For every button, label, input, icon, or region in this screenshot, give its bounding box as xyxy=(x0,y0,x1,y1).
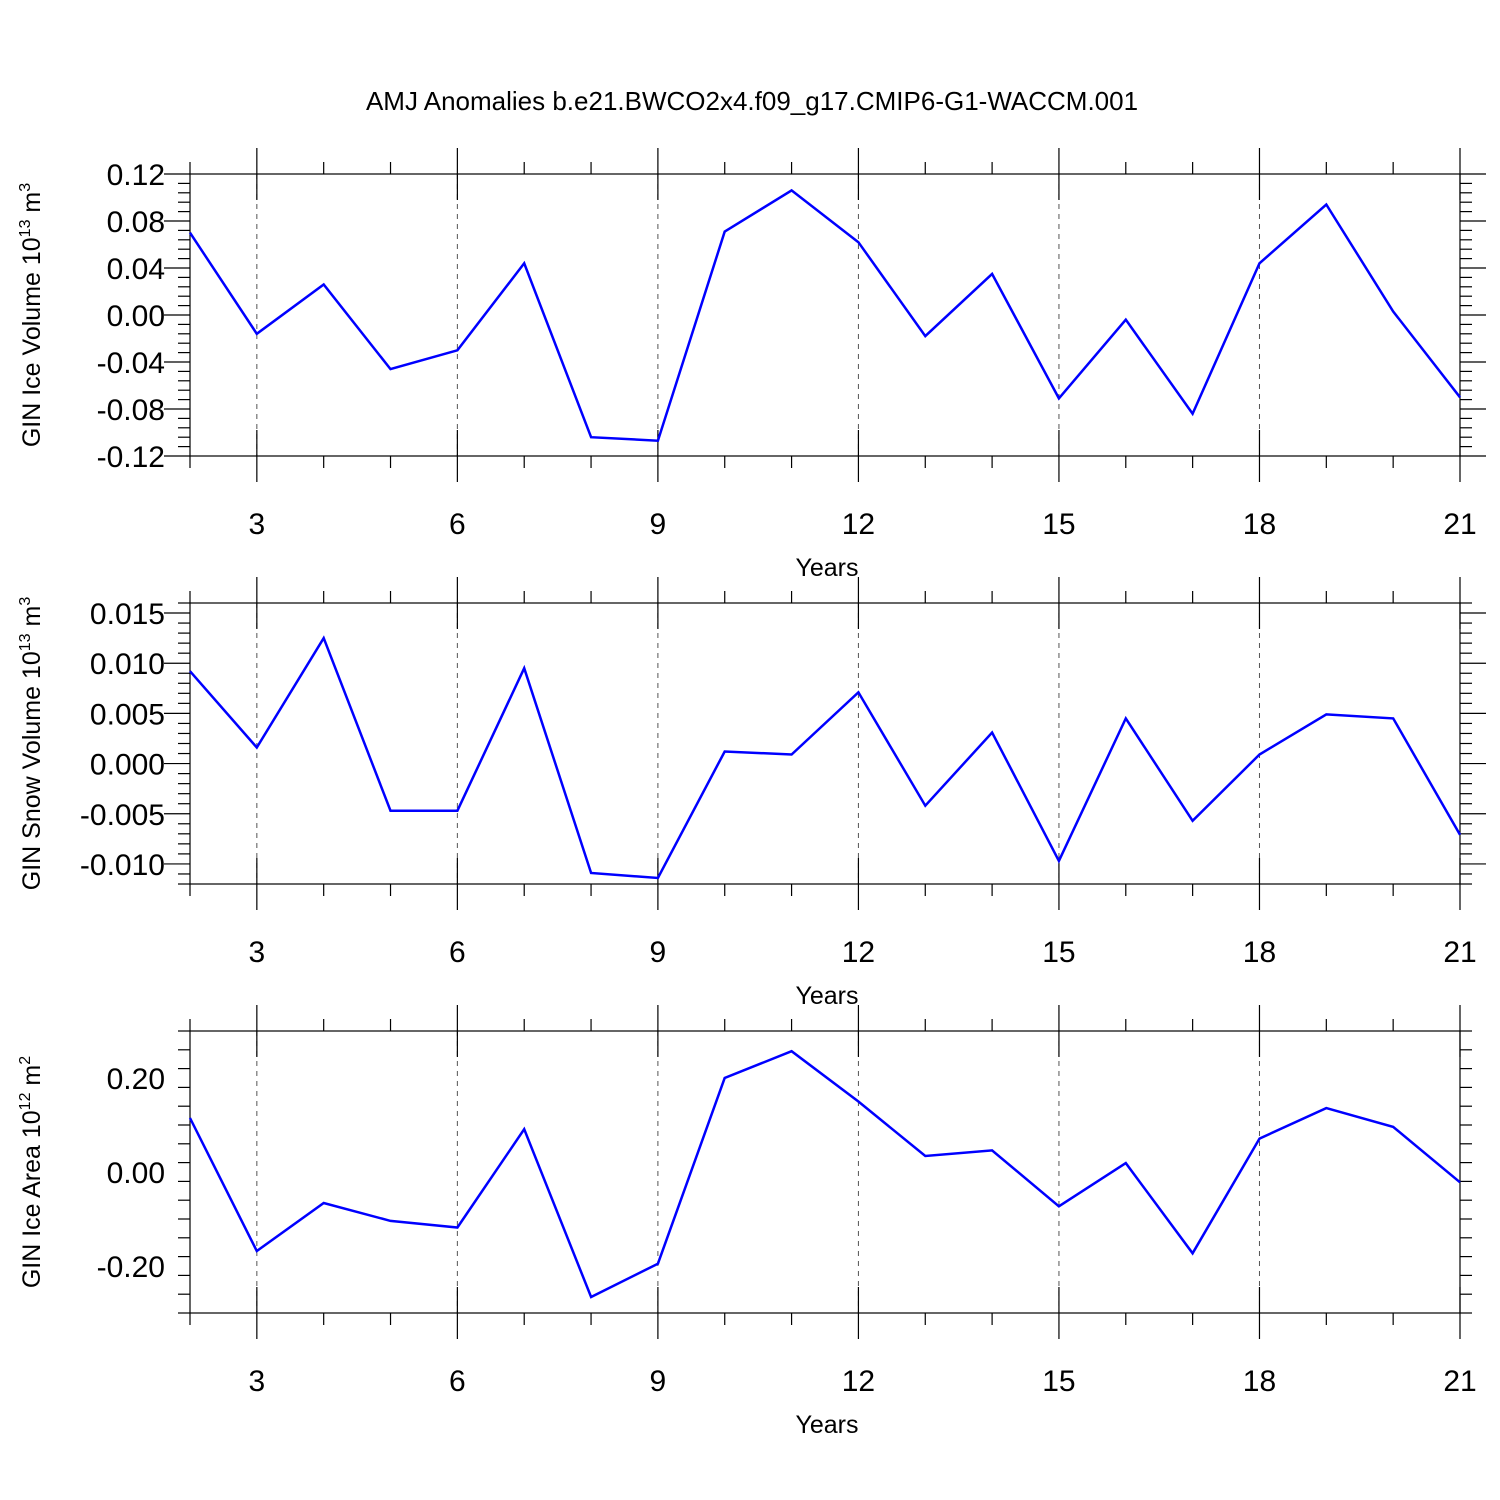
x-tick-label: 15 xyxy=(1042,1365,1075,1398)
x-tick-label: 21 xyxy=(1443,1365,1476,1398)
y-tick-label: -0.005 xyxy=(80,799,165,832)
x-tick-label: 6 xyxy=(449,1365,466,1398)
y-axis-label-base: GIN Ice Area 10 xyxy=(18,1110,46,1288)
x-tick-label: 21 xyxy=(1443,508,1476,541)
y-axis-label-exponent: 12 xyxy=(17,1092,34,1110)
y-tick-label: 0.20 xyxy=(107,1063,165,1096)
y-tick-label: 0.010 xyxy=(90,648,165,681)
figure-title: AMJ Anomalies b.e21.BWCO2x4.f09_g17.CMIP… xyxy=(366,86,1138,116)
panel-snow-volume: 3 6 9 12 15 18 21 Years -0.010 -0.005 0.000 0.005 0.… xyxy=(17,577,1486,1010)
x-tick-label: 15 xyxy=(1042,936,1075,969)
y-axis-label-unit: m xyxy=(18,606,46,634)
y-tick-label: 0.08 xyxy=(107,206,165,239)
x-axis-label: Years xyxy=(795,554,858,582)
y-tick-label: -0.12 xyxy=(97,441,165,474)
y-axis-label-unit: m xyxy=(18,1065,46,1093)
x-tick-label: 3 xyxy=(248,936,265,969)
y-axis-label-unit: m xyxy=(18,192,46,220)
y-axis-label: GIN Ice Volume 1013 m3 xyxy=(17,183,46,447)
x-tick-label: 18 xyxy=(1243,508,1276,541)
y-axis-label: GIN Ice Area 1012 m2 xyxy=(17,1056,46,1288)
series-line xyxy=(188,188,1461,442)
x-tick-label: 6 xyxy=(449,936,466,969)
y-tick-label: -0.010 xyxy=(80,849,165,882)
y-axis-label-base: GIN Ice Volume 10 xyxy=(18,237,46,447)
x-tick-label: 6 xyxy=(449,508,466,541)
y-tick-label: 0.015 xyxy=(90,598,165,631)
plot-frame xyxy=(189,602,1461,885)
y-tick-label: -0.20 xyxy=(97,1251,165,1284)
x-axis-label: Years xyxy=(795,1411,858,1439)
series-line xyxy=(189,635,1462,880)
y-axis-label-base: GIN Snow Volume 10 xyxy=(18,651,46,890)
y-axis-label-unit-exponent: 3 xyxy=(17,183,34,192)
panel-ice-area: 3 6 9 12 15 18 21 Years -0.20 0.00 0.20 GIN Ice Are… xyxy=(17,1005,1477,1439)
x-tick-label: 9 xyxy=(650,508,667,541)
x-tick-label: 12 xyxy=(842,1365,875,1398)
y-tick-label: 0.005 xyxy=(90,698,165,731)
y-tick-label: 0.12 xyxy=(107,159,165,192)
y-axis-label-exponent: 13 xyxy=(17,219,34,237)
x-tick-label: 18 xyxy=(1243,1365,1276,1398)
y-tick-label: -0.04 xyxy=(97,347,165,380)
y-tick-label: 0.04 xyxy=(107,253,165,286)
x-tick-label: 9 xyxy=(650,1365,667,1398)
x-tick-label: 9 xyxy=(650,936,667,969)
y-tick-label: 0.00 xyxy=(107,300,165,333)
x-tick-label: 18 xyxy=(1243,936,1276,969)
y-tick-label: 0.000 xyxy=(90,749,165,782)
y-tick-label: 0.00 xyxy=(107,1157,165,1190)
y-axis-label-unit-exponent: 3 xyxy=(17,597,34,606)
x-tick-label: 12 xyxy=(842,508,875,541)
plot-frame xyxy=(189,1030,1461,1314)
x-tick-label: 15 xyxy=(1042,508,1075,541)
x-axis-label: Years xyxy=(795,982,858,1010)
x-tick-label: 3 xyxy=(248,508,265,541)
x-tick-label: 21 xyxy=(1443,936,1476,969)
y-tick-label: -0.08 xyxy=(97,394,165,427)
y-axis-label-unit-exponent: 2 xyxy=(17,1056,34,1065)
panel-ice-volume: 3 6 9 12 15 18 21 Years -0.12 -0.08 -0.04 0.00 0.04 0… xyxy=(17,148,1486,582)
x-tick-label: 12 xyxy=(842,936,875,969)
y-axis-label: GIN Snow Volume 1013 m3 xyxy=(17,597,46,891)
x-tick-label: 3 xyxy=(248,1365,265,1398)
y-axis-label-exponent: 13 xyxy=(17,633,34,651)
series-line xyxy=(188,1049,1461,1299)
